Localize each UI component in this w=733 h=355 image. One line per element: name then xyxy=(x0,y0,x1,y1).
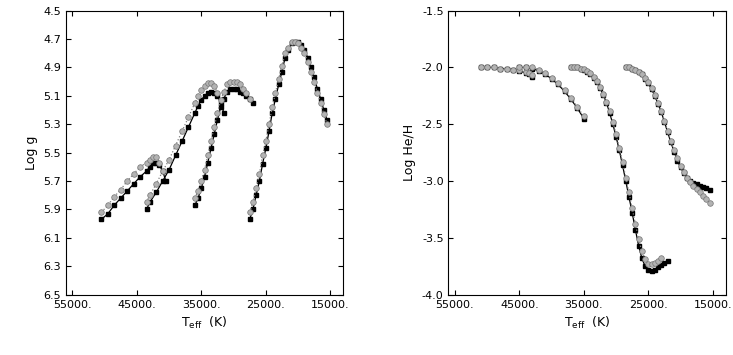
Y-axis label: Log g: Log g xyxy=(25,136,37,170)
X-axis label: T$_{\rm eff}$  (K): T$_{\rm eff}$ (K) xyxy=(564,315,611,331)
Y-axis label: Log He/H: Log He/H xyxy=(403,124,416,181)
X-axis label: T$_{\rm eff}$  (K): T$_{\rm eff}$ (K) xyxy=(181,315,228,331)
